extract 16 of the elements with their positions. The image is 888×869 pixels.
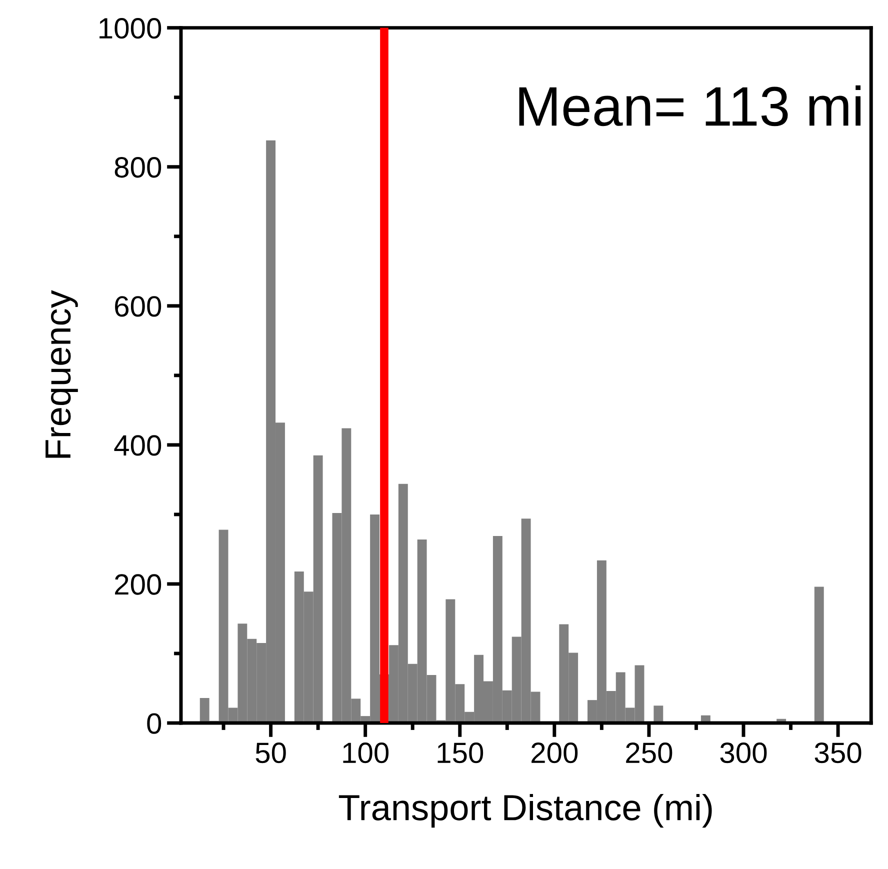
x-tick-label: 150 — [438, 742, 484, 764]
x-tick-label: 100 — [343, 742, 389, 764]
y-tick-label: 1000 — [100, 18, 162, 39]
x-tick-label: 200 — [532, 742, 578, 764]
x-tick-label: 250 — [626, 742, 672, 764]
annotation: Mean= 113 mi — [519, 85, 861, 126]
x-tick-label: 300 — [720, 742, 767, 764]
x-tick-label: 50 — [256, 742, 286, 764]
y-tick-label: 800 — [114, 157, 162, 178]
y-tick-label: 400 — [114, 435, 162, 456]
x-axis-title: Transport Distance (mi) — [338, 794, 712, 828]
y-tick-label: 600 — [115, 296, 162, 317]
y-tick-label: 200 — [115, 574, 162, 595]
x-tick-label: 350 — [814, 742, 862, 764]
y-axis-title: Frequency — [46, 290, 78, 458]
y-tick-label: 0 — [147, 713, 162, 734]
